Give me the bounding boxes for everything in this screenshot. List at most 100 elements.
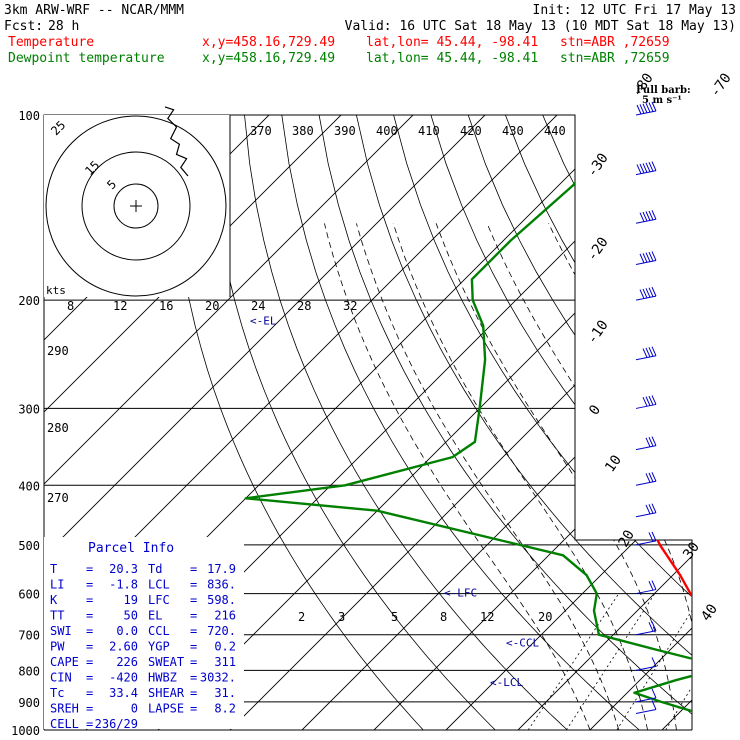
wind-barb — [635, 472, 657, 486]
pressure-label: 500 — [18, 539, 40, 553]
wind-barb-flag — [636, 164, 642, 174]
pressure-label: 400 — [18, 479, 40, 493]
wind-barb-flag — [648, 580, 654, 591]
wind-barb-flag — [645, 473, 651, 483]
parcel-eq: = — [190, 562, 197, 576]
wind-barb-flag — [651, 700, 657, 710]
parcel-info-title: Parcel Info — [88, 541, 174, 556]
parcel-key: Td — [148, 562, 162, 576]
isotherm-line — [44, 115, 414, 730]
dry-adiabat — [542, 115, 692, 730]
parcel-key: K — [50, 593, 58, 607]
mixing-ratio-line — [616, 593, 692, 730]
wind-barb — [635, 531, 657, 546]
mixing-ratio-label: 8 — [440, 610, 447, 624]
hodograph-speed-label: 32 — [343, 299, 357, 313]
forecast-label: Fcst: — [4, 19, 43, 34]
dewpoint-legend-station: stn=ABR ,72659 — [560, 51, 670, 66]
theta-e-label: 390 — [334, 124, 356, 138]
theta-e-label: 380 — [292, 124, 314, 138]
parcel-eq: = — [190, 686, 197, 700]
parcel-key: EL — [148, 609, 162, 623]
header: 3km ARW-WRF -- NCAR/MMM Init: 12 UTC Fri… — [4, 3, 736, 66]
wind-barb-flag — [645, 347, 651, 358]
wind-barb — [635, 700, 657, 714]
parcel-eq: = — [86, 671, 93, 685]
parcel-eq: = — [86, 655, 93, 669]
pressure-label: 200 — [18, 294, 40, 308]
dry-adiabat — [206, 115, 496, 730]
wind-barb-flag — [648, 251, 654, 262]
wind-barb-flag — [651, 286, 657, 297]
dry-adiabat — [430, 115, 692, 730]
pressure-label: 800 — [18, 664, 40, 678]
parcel-value: 236/29 — [95, 717, 138, 731]
isotherm-line — [229, 115, 692, 730]
hodograph-speed-label: 24 — [251, 299, 265, 313]
theta-e-label: 370 — [250, 124, 272, 138]
parcel-value: 720. — [207, 624, 236, 638]
wind-barb-flag — [645, 162, 651, 173]
parcel-key: SHEAR — [148, 686, 185, 700]
wind-barbs — [635, 101, 657, 714]
parcel-key: PW — [50, 640, 65, 654]
isotherm-line — [517, 115, 692, 730]
hodograph-speed-label: 20 — [205, 299, 219, 313]
wind-barb-flag — [651, 503, 657, 513]
wind-barb-flag — [639, 163, 645, 174]
wind-barb — [635, 503, 657, 518]
parcel-key: SWEAT — [148, 655, 184, 669]
isotherm-line — [157, 115, 692, 730]
isotherm-line — [44, 115, 342, 730]
init-time: Init: 12 UTC Fri 17 May 13 — [533, 3, 737, 18]
wind-barb-flag — [639, 212, 645, 222]
mixing-ratio-label: 20 — [538, 610, 552, 624]
wind-barb-flag — [651, 621, 657, 631]
wind-barb-flag — [645, 102, 651, 113]
parcel-eq: = — [190, 609, 197, 623]
parcel-eq: = — [190, 655, 197, 669]
mixing-ratio-label: 5 — [391, 610, 398, 624]
wind-barb-flag — [651, 688, 657, 699]
parcel-eq: = — [190, 593, 197, 607]
skew-temperature-label: 10 — [602, 452, 625, 475]
barb-legend-line1: Full barb: — [636, 85, 691, 96]
mixing-ratio-line — [566, 593, 656, 730]
dry-adiabat — [318, 115, 692, 730]
theta-e-label: 410 — [418, 124, 440, 138]
parcel-value: 2.60 — [109, 640, 138, 654]
isotherm-line — [661, 115, 692, 730]
dewpoint-legend-label: Dewpoint temperature — [8, 51, 165, 66]
wind-barb-flag — [651, 210, 657, 220]
wind-barb — [635, 688, 657, 703]
wind-barb-flag — [651, 531, 657, 542]
wind-barb-flag — [651, 251, 657, 261]
moist-adiabat — [356, 223, 620, 730]
level-marker: <-CCL — [506, 636, 539, 649]
level-marker: <-EL — [250, 315, 277, 328]
parcel-info-rows: T = 20.3 Td = 17.9 LI = -1.8 LCL = 836. K = 19 LFC = 598.… — [50, 562, 236, 731]
dry-adiabat — [505, 115, 692, 730]
temperature-legend-label: Temperature — [8, 35, 94, 50]
wind-barb-flag — [642, 397, 648, 407]
dry-adiabat — [244, 115, 568, 730]
hodograph-ring — [113, 183, 159, 229]
parcel-key: LCL — [148, 578, 170, 592]
level-marker: <-LCL — [490, 676, 523, 689]
hodograph-speed-label: 16 — [159, 299, 173, 313]
wind-barb — [635, 286, 657, 301]
pressure-label: 900 — [18, 696, 40, 710]
parcel-eq: = — [190, 578, 197, 592]
temperature-legend-station: stn=ABR ,72659 — [560, 35, 670, 50]
temperature-legend-xy: x,y=458.16,729.49 — [202, 35, 335, 50]
parcel-eq: = — [86, 702, 93, 716]
parcel-eq: = — [86, 578, 93, 592]
dewpoint-legend-latlon: lat,lon= 45.44, -98.41 — [366, 51, 538, 66]
isotherm-line — [44, 115, 486, 730]
parcel-key: TT — [50, 609, 64, 623]
isotherm-line — [373, 115, 692, 730]
dry-adiabat — [729, 115, 740, 730]
wind-barb — [635, 210, 657, 224]
wind-barb-flag — [648, 532, 654, 542]
